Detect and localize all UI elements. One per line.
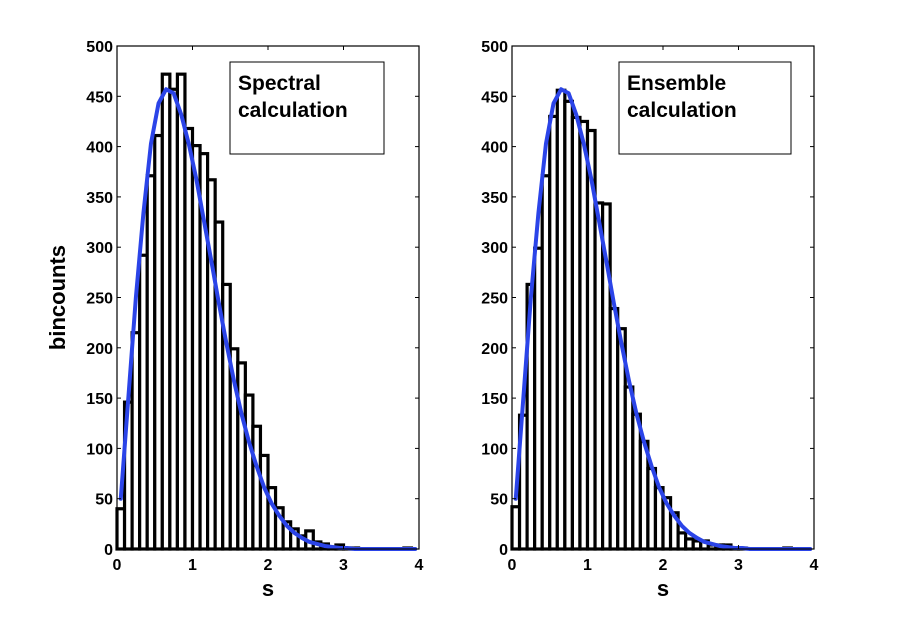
y-axis-label: bincounts <box>45 245 70 350</box>
y-tick-label: 50 <box>95 492 113 509</box>
y-tick-label: 450 <box>86 89 113 106</box>
y-tick-label: 100 <box>86 441 113 458</box>
y-tick-label: 450 <box>481 89 508 106</box>
y-tick-label: 250 <box>481 291 508 308</box>
legend-text-line-2: calculation <box>238 99 348 122</box>
y-tick-label: 400 <box>86 140 113 157</box>
y-tick-label: 200 <box>86 341 113 358</box>
legend-box: Spectral calculation <box>229 61 385 155</box>
legend-text-line-1: Ensemble <box>627 72 726 95</box>
x-tick-label: 0 <box>508 557 517 574</box>
y-tick-label: 350 <box>86 190 113 207</box>
y-tick-label: 100 <box>481 441 508 458</box>
left-histogram-panel: 0 50 100 150 200 250 300 350 400 450 500 0 1 2 3 4 bin… <box>45 39 424 601</box>
legend-frame <box>618 61 792 155</box>
y-tick-label: 0 <box>499 542 508 559</box>
right-histogram-panel: 0 50 100 150 200 250 300 350 400 450 500 0 1 2 3 4 s E… <box>481 39 818 601</box>
y-tick-label: 150 <box>86 391 113 408</box>
y-tick-label: 500 <box>481 39 508 56</box>
y-tick-label: 200 <box>481 341 508 358</box>
y-tick-label: 350 <box>481 190 508 207</box>
x-tick-label: 3 <box>339 557 348 574</box>
x-tick-label: 4 <box>810 557 819 574</box>
legend-text-line-2: calculation <box>627 99 737 122</box>
x-tick-label: 1 <box>583 557 592 574</box>
y-tick-label: 400 <box>481 140 508 157</box>
x-tick-label: 4 <box>415 557 424 574</box>
y-tick-label: 300 <box>86 240 113 257</box>
legend-box: Ensemble calculation <box>618 61 792 155</box>
y-axis-ticks: 0 50 100 150 200 250 300 350 400 450 500 <box>86 39 419 559</box>
x-axis-ticks: 0 1 2 3 4 <box>508 46 819 574</box>
x-tick-label: 0 <box>113 557 122 574</box>
legend-frame <box>229 61 385 155</box>
x-tick-label: 2 <box>264 557 273 574</box>
x-axis-ticks: 0 1 2 3 4 <box>113 46 424 574</box>
y-tick-label: 150 <box>481 391 508 408</box>
legend-text-line-1: Spectral <box>238 72 321 95</box>
x-tick-label: 2 <box>659 557 668 574</box>
x-tick-label: 1 <box>188 557 197 574</box>
y-axis-ticks: 0 50 100 150 200 250 300 350 400 450 500 <box>481 39 814 559</box>
y-tick-label: 300 <box>481 240 508 257</box>
y-tick-label: 250 <box>86 291 113 308</box>
y-tick-label: 0 <box>104 542 113 559</box>
x-axis-label: s <box>262 576 274 601</box>
y-tick-label: 50 <box>490 492 508 509</box>
x-tick-label: 3 <box>734 557 743 574</box>
y-tick-label: 500 <box>86 39 113 56</box>
x-axis-label: s <box>657 576 669 601</box>
